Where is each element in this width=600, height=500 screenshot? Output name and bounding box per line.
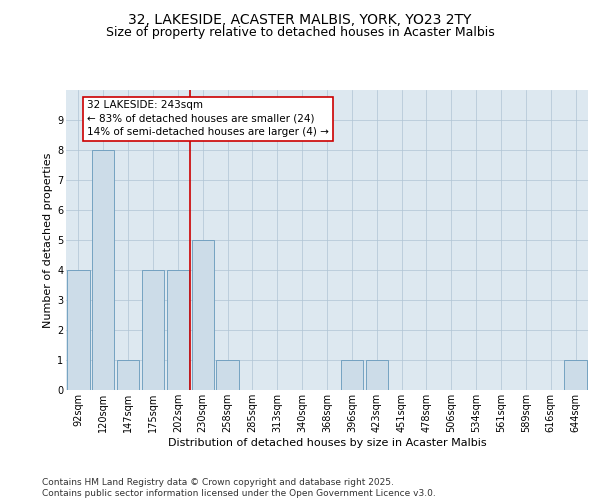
Text: 32, LAKESIDE, ACASTER MALBIS, YORK, YO23 2TY: 32, LAKESIDE, ACASTER MALBIS, YORK, YO23…: [128, 12, 472, 26]
X-axis label: Distribution of detached houses by size in Acaster Malbis: Distribution of detached houses by size …: [167, 438, 487, 448]
Bar: [67, 270, 89, 390]
Bar: [341, 360, 363, 390]
Text: Size of property relative to detached houses in Acaster Malbis: Size of property relative to detached ho…: [106, 26, 494, 39]
Bar: [92, 150, 115, 390]
Bar: [217, 360, 239, 390]
Bar: [191, 240, 214, 390]
Bar: [167, 270, 189, 390]
Bar: [142, 270, 164, 390]
Text: 32 LAKESIDE: 243sqm
← 83% of detached houses are smaller (24)
14% of semi-detach: 32 LAKESIDE: 243sqm ← 83% of detached ho…: [87, 100, 329, 137]
Bar: [565, 360, 587, 390]
Text: Contains HM Land Registry data © Crown copyright and database right 2025.
Contai: Contains HM Land Registry data © Crown c…: [42, 478, 436, 498]
Y-axis label: Number of detached properties: Number of detached properties: [43, 152, 53, 328]
Bar: [365, 360, 388, 390]
Bar: [117, 360, 139, 390]
